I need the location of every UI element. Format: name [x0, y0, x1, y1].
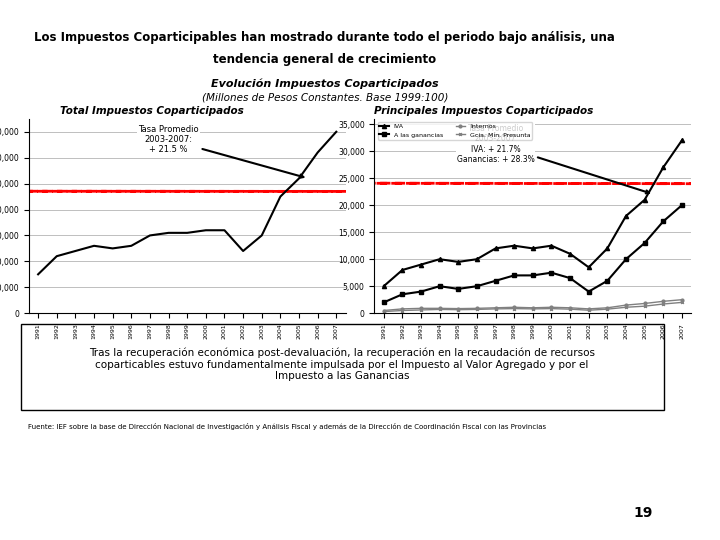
Legend: IVA, A las ganancias, Internos, Gcia. Mín. Presunta: IVA, A las ganancias, Internos, Gcia. Mí…: [377, 122, 532, 139]
A las ganancias: [379, 299, 388, 306]
Gcia. Mín. Presunta: [417, 307, 426, 313]
A las ganancias: [454, 286, 462, 292]
A las ganancias: [472, 283, 481, 289]
A las ganancias: [603, 278, 612, 284]
IVA: [472, 256, 481, 262]
Internos: [678, 296, 686, 303]
Gcia. Mín. Presunta: [547, 306, 556, 312]
A las ganancias: [621, 256, 630, 262]
IVA: [528, 245, 537, 252]
A las ganancias: [398, 291, 407, 298]
IVA: [454, 259, 462, 265]
Internos: [585, 306, 593, 312]
A las ganancias: [585, 288, 593, 295]
IVA: [603, 245, 612, 252]
Internos: [528, 305, 537, 311]
Text: Tasa Promedio
2003-2007
IVA: + 21.7%
Ganancias: + 28.3%: Tasa Promedio 2003-2007 IVA: + 21.7% Gan…: [456, 124, 649, 193]
Gcia. Mín. Presunta: [585, 307, 593, 313]
Line: Internos: Internos: [382, 298, 683, 312]
Internos: [640, 300, 649, 307]
A las ganancias: [678, 202, 686, 208]
Gcia. Mín. Presunta: [528, 306, 537, 312]
A las ganancias: [528, 272, 537, 279]
Text: Fuente: IEF sobre la base de Dirección Nacional de Investigación y Análisis Fisc: Fuente: IEF sobre la base de Dirección N…: [27, 423, 546, 430]
Text: Total Impuestos Coparticipados: Total Impuestos Coparticipados: [60, 106, 244, 116]
FancyBboxPatch shape: [21, 324, 664, 410]
IVA: [659, 164, 667, 171]
Internos: [603, 305, 612, 311]
IVA: [678, 137, 686, 144]
Internos: [417, 305, 426, 312]
Text: (Millones de Pesos Constantes. Base 1999:100): (Millones de Pesos Constantes. Base 1999…: [202, 92, 448, 102]
Internos: [621, 302, 630, 308]
Text: Tasa Promedio
2003-2007:
+ 21.5 %: Tasa Promedio 2003-2007: + 21.5 %: [138, 125, 303, 178]
A las ganancias: [566, 275, 575, 281]
Internos: [472, 305, 481, 312]
Gcia. Mín. Presunta: [566, 306, 575, 312]
Text: tendencia general de crecimiento: tendencia general de crecimiento: [213, 53, 436, 66]
Internos: [659, 298, 667, 305]
IVA: [547, 242, 556, 249]
IVA: [417, 261, 426, 268]
Internos: [379, 307, 388, 314]
A las ganancias: [640, 240, 649, 246]
Gcia. Mín. Presunta: [454, 307, 462, 313]
Gcia. Mín. Presunta: [379, 308, 388, 315]
Internos: [547, 304, 556, 310]
Internos: [566, 305, 575, 311]
A las ganancias: [659, 218, 667, 225]
IVA: [640, 197, 649, 203]
A las ganancias: [491, 278, 500, 284]
Internos: [491, 305, 500, 311]
IVA: [436, 256, 444, 262]
A las ganancias: [510, 272, 518, 279]
Text: Principales Impuestos Coparticipados: Principales Impuestos Coparticipados: [374, 106, 593, 116]
Text: 19: 19: [633, 506, 652, 520]
Text: Tras la recuperación económica post-devaluación, la recuperación en la recaudaci: Tras la recuperación económica post-deva…: [89, 348, 595, 381]
Line: A las ganancias: A las ganancias: [382, 203, 684, 305]
Gcia. Mín. Presunta: [640, 303, 649, 309]
IVA: [566, 251, 575, 257]
Gcia. Mín. Presunta: [472, 306, 481, 313]
Gcia. Mín. Presunta: [510, 306, 518, 312]
Text: Los Impuestos Coparticipables han mostrado durante todo el periodo bajo análisis: Los Impuestos Coparticipables han mostra…: [35, 31, 616, 44]
A las ganancias: [547, 269, 556, 276]
IVA: [585, 264, 593, 271]
A las ganancias: [436, 283, 444, 289]
IVA: [510, 242, 518, 249]
Text: Evolución Impuestos Coparticipados: Evolución Impuestos Coparticipados: [211, 78, 438, 89]
Internos: [436, 305, 444, 312]
Line: IVA: IVA: [382, 138, 684, 288]
Internos: [454, 306, 462, 312]
Gcia. Mín. Presunta: [603, 306, 612, 312]
IVA: [621, 213, 630, 219]
Internos: [398, 306, 407, 312]
IVA: [398, 267, 407, 273]
Gcia. Mín. Presunta: [491, 306, 500, 312]
IVA: [379, 283, 388, 289]
Internos: [510, 304, 518, 310]
Text: IEF: IEF: [693, 42, 718, 56]
Gcia. Mín. Presunta: [659, 301, 667, 307]
Line: Gcia. Mín. Presunta: Gcia. Mín. Presunta: [382, 301, 683, 313]
A las ganancias: [417, 288, 426, 295]
Gcia. Mín. Presunta: [621, 304, 630, 310]
Gcia. Mín. Presunta: [678, 299, 686, 306]
Gcia. Mín. Presunta: [398, 307, 407, 314]
IVA: [491, 245, 500, 252]
Gcia. Mín. Presunta: [436, 306, 444, 313]
